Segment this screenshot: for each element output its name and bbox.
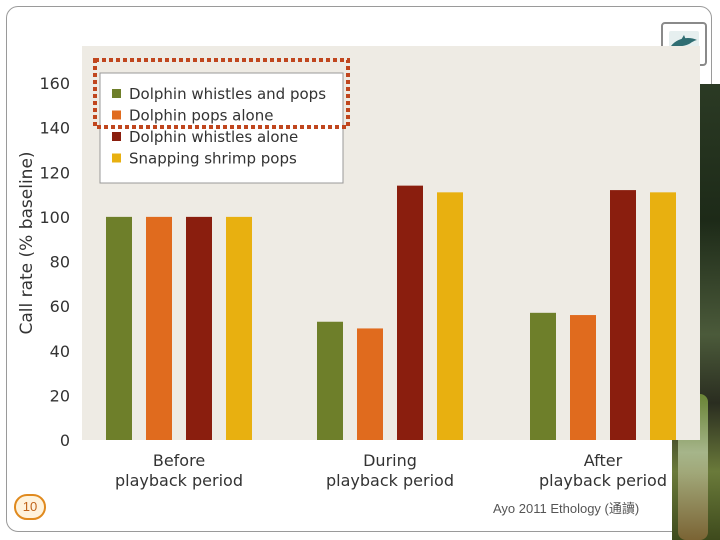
y-tick-label: 20 (50, 386, 70, 405)
x-category-label: playback period (539, 471, 667, 490)
bar (437, 192, 463, 440)
y-tick-label: 120 (39, 163, 70, 182)
y-tick-label: 0 (60, 431, 70, 450)
x-category-label: Before (153, 451, 205, 470)
bars (106, 185, 676, 440)
legend-label: Dolphin whistles alone (129, 128, 298, 146)
bar (650, 192, 676, 440)
legend-swatch (112, 110, 121, 120)
bar (146, 216, 172, 440)
y-tick-label: 100 (39, 208, 70, 227)
bar (317, 321, 343, 440)
y-tick-label: 160 (39, 74, 70, 93)
legend: Dolphin whistles and pops Dolphin pops al… (99, 72, 344, 184)
legend-swatch (112, 153, 121, 163)
legend-label: Dolphin pops alone (129, 107, 273, 125)
bar (106, 216, 132, 440)
bar (357, 328, 383, 440)
y-tick-label: 40 (50, 342, 70, 361)
legend-label: Dolphin whistles and pops (129, 85, 326, 103)
y-tick-label: 140 (39, 119, 70, 138)
bar (226, 216, 252, 440)
page-number: 10 (14, 494, 46, 520)
x-category-label: playback period (115, 471, 243, 490)
bar (186, 216, 212, 440)
y-axis-ticks: 0 20 40 60 80 100 120 140 160 (39, 74, 70, 450)
y-tick-label: 80 (50, 253, 70, 272)
legend-label: Snapping shrimp pops (129, 150, 297, 168)
bar (397, 185, 423, 440)
citation: Ayo 2011 Ethology (通讀) (493, 501, 640, 516)
bar (610, 190, 636, 440)
x-category-label: During (363, 451, 417, 470)
bar (570, 315, 596, 440)
legend-swatch (112, 89, 121, 98)
y-axis-label: Call rate (% baseline) (17, 151, 37, 334)
y-tick-label: 60 (50, 297, 70, 316)
x-category-label: playback period (326, 471, 454, 490)
x-category-label: After (584, 451, 623, 470)
legend-highlight-box (93, 58, 350, 129)
bar (530, 312, 556, 440)
legend-swatch (112, 132, 121, 141)
